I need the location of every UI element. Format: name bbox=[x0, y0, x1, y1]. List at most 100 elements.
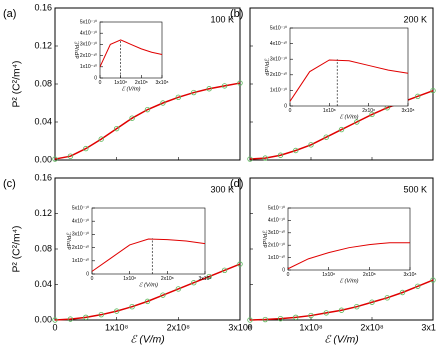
data-point bbox=[67, 316, 74, 322]
y-tick-label: 3x10⁻¹⁰ bbox=[270, 57, 287, 63]
data-point bbox=[83, 314, 89, 321]
data-point bbox=[262, 155, 268, 161]
y-tick-label: 1x10⁻¹⁰ bbox=[270, 88, 287, 94]
y-tick-label: 0 bbox=[94, 75, 97, 81]
y-tick-label: 2x10⁻¹⁰ bbox=[268, 243, 285, 249]
x-tick-label: 0 bbox=[247, 322, 252, 332]
data-point bbox=[415, 283, 421, 289]
data-point bbox=[52, 317, 58, 323]
data-line bbox=[289, 59, 409, 102]
data-line bbox=[287, 242, 410, 270]
y-tick-label: 1x10⁻¹⁰ bbox=[268, 255, 285, 261]
x-tick-label: 3x10⁸ bbox=[228, 322, 252, 332]
y-axis-label: P² (C²/m⁴) bbox=[12, 226, 23, 273]
inset-frame bbox=[99, 21, 163, 79]
x-tick-label: 2x10⁸ bbox=[167, 322, 191, 332]
x-axis-label: ℰ (V/m) bbox=[324, 335, 358, 346]
x-axis-label: ℰ (V/m) bbox=[339, 278, 358, 285]
y-axis-label: P² (C²/m⁴) bbox=[12, 61, 23, 108]
data-point bbox=[399, 289, 406, 296]
x-tick-label: 2x10⁸ bbox=[362, 108, 375, 114]
y-tick-label: 5x10⁻¹⁰ bbox=[268, 205, 285, 211]
y-tick-label: 0.12 bbox=[34, 208, 52, 218]
inset-frame bbox=[289, 27, 409, 107]
y-tick-label: 3x10⁻¹⁰ bbox=[72, 232, 89, 238]
y-tick-label: 4x10⁻¹⁰ bbox=[270, 41, 287, 47]
y-tick-label: 5x10⁻¹⁰ bbox=[270, 25, 287, 31]
data-point bbox=[98, 311, 104, 318]
x-tick-label: 0 bbox=[289, 108, 292, 114]
data-line bbox=[91, 238, 206, 272]
data-point bbox=[293, 147, 299, 154]
y-tick-label: 0 bbox=[284, 103, 287, 109]
data-line bbox=[54, 263, 241, 321]
data-point bbox=[323, 310, 329, 316]
data-point bbox=[262, 316, 268, 323]
data-line bbox=[99, 39, 163, 68]
x-tick-label: 3x10⁸ bbox=[156, 80, 169, 86]
data-point bbox=[191, 89, 197, 96]
x-tick-label: 3x10⁸ bbox=[404, 272, 417, 278]
y-tick-label: 2x10⁻¹⁰ bbox=[80, 53, 97, 59]
y-tick-label: 0.16 bbox=[34, 2, 52, 12]
x-axis-label: ℰ (V/m) bbox=[139, 282, 158, 289]
data-point bbox=[144, 298, 151, 305]
y-tick-label: 1x10⁻¹⁰ bbox=[80, 64, 97, 70]
x-axis-label: ℰ (V/m) bbox=[121, 86, 140, 93]
temperature-label: 100 K bbox=[210, 14, 234, 24]
x-tick-label: 1x10⁸ bbox=[105, 322, 129, 332]
data-point bbox=[338, 307, 345, 313]
data-point bbox=[221, 267, 228, 273]
panel-label: (d) bbox=[230, 178, 243, 190]
y-tick-label: 0.16 bbox=[34, 172, 52, 182]
data-point bbox=[191, 280, 197, 286]
y-axis-label: dP²/dℰ bbox=[262, 230, 269, 248]
x-tick-label: 1x10⁸ bbox=[114, 80, 127, 86]
y-tick-label: 0 bbox=[282, 267, 285, 273]
data-point bbox=[98, 136, 104, 142]
panel-label: (c) bbox=[3, 178, 16, 190]
data-point bbox=[206, 86, 212, 92]
x-tick-label: 0 bbox=[52, 322, 57, 332]
data-point bbox=[277, 315, 284, 322]
x-tick-label: 2x10⁸ bbox=[161, 276, 174, 282]
y-tick-label: 0.00 bbox=[34, 154, 52, 164]
data-point bbox=[247, 317, 253, 323]
data-point bbox=[206, 273, 212, 280]
y-tick-label: 0.12 bbox=[34, 40, 52, 50]
y-tick-label: 4x10⁻¹⁰ bbox=[72, 219, 89, 225]
y-tick-label: 0.08 bbox=[34, 243, 52, 253]
y-tick-label: 0.04 bbox=[34, 116, 52, 126]
panel-label: (b) bbox=[230, 8, 243, 20]
x-tick-label: 0 bbox=[91, 276, 94, 282]
x-tick-label: 3x10⁸ bbox=[199, 276, 212, 282]
data-point bbox=[369, 111, 375, 118]
data-point bbox=[160, 292, 166, 298]
data-point bbox=[338, 126, 345, 133]
data-point bbox=[221, 83, 228, 89]
data-line bbox=[54, 82, 241, 160]
data-point bbox=[83, 145, 89, 152]
x-tick-label: 3x10⁸ bbox=[421, 322, 436, 332]
x-tick-label: 2x10⁸ bbox=[363, 272, 376, 278]
data-point bbox=[129, 115, 135, 121]
y-axis-label: dP²/dℰ bbox=[74, 41, 81, 59]
y-tick-label: 0.00 bbox=[34, 314, 52, 324]
temperature-label: 300 K bbox=[210, 184, 234, 194]
y-tick-label: 5x10⁻¹⁰ bbox=[80, 19, 97, 25]
data-point bbox=[430, 87, 436, 94]
data-point bbox=[277, 152, 284, 158]
x-tick-label: 0 bbox=[99, 80, 102, 86]
y-tick-label: 3x10⁻¹⁰ bbox=[268, 230, 285, 236]
y-tick-label: 3x10⁻¹⁰ bbox=[80, 42, 97, 48]
data-point bbox=[354, 303, 360, 310]
y-tick-label: 2x10⁻¹⁰ bbox=[270, 72, 287, 78]
y-tick-label: 4x10⁻¹⁰ bbox=[80, 31, 97, 37]
x-tick-label: 1x10⁸ bbox=[299, 322, 323, 332]
data-point bbox=[308, 312, 314, 319]
data-point bbox=[237, 80, 243, 86]
x-tick-label: 3x10⁸ bbox=[402, 108, 415, 114]
data-point bbox=[384, 295, 390, 301]
y-tick-label: 5x10⁻¹⁰ bbox=[72, 205, 89, 211]
